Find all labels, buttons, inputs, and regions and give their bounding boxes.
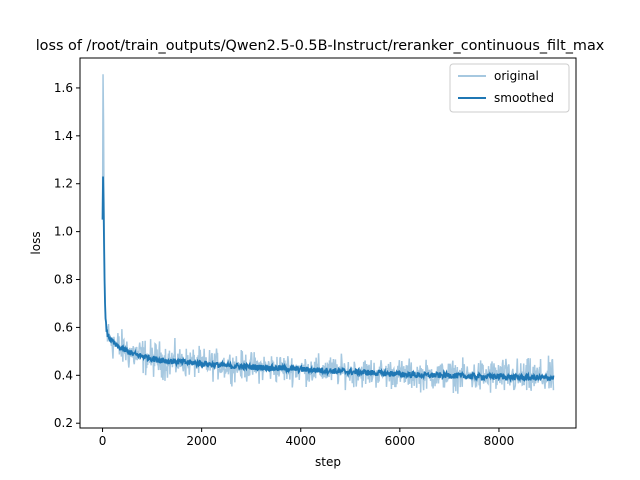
legend-label-original: original — [494, 69, 539, 83]
x-axis-label: step — [315, 455, 341, 469]
y-tick-label: 0.6 — [54, 320, 73, 334]
y-tick-label: 0.2 — [54, 416, 73, 430]
x-axis-ticks: 0 2000 4000 6000 8000 — [99, 428, 514, 448]
y-tick-label: 1.6 — [54, 81, 73, 95]
y-tick-label: 1.2 — [54, 177, 73, 191]
legend-label-smoothed: smoothed — [494, 91, 554, 105]
chart-title: loss of /root/train_outputs/Qwen2.5-0.5B… — [36, 38, 605, 54]
y-axis-label: loss — [29, 231, 43, 254]
series-layer — [101, 74, 555, 394]
x-tick-label: 6000 — [385, 434, 416, 448]
series-original-line — [101, 74, 555, 394]
y-tick-label: 0.4 — [54, 368, 73, 382]
y-tick-label: 1.0 — [54, 225, 73, 239]
legend: original smoothed — [449, 63, 570, 113]
y-tick-label: 1.4 — [54, 129, 73, 143]
x-tick-label: 0 — [99, 434, 107, 448]
x-tick-label: 4000 — [285, 434, 316, 448]
x-tick-label: 8000 — [484, 434, 515, 448]
y-axis-ticks: 0.2 0.4 0.6 0.8 1.0 1.2 1.4 1.6 — [54, 81, 80, 430]
series-smoothed-line — [101, 176, 555, 383]
plot-frame — [79, 57, 577, 429]
x-tick-label: 2000 — [186, 434, 217, 448]
y-tick-label: 0.8 — [54, 273, 73, 287]
